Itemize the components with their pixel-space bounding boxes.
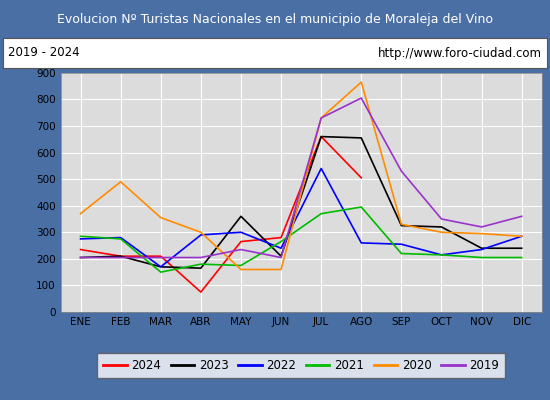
Text: 2019 - 2024: 2019 - 2024: [8, 46, 80, 60]
Text: http://www.foro-ciudad.com: http://www.foro-ciudad.com: [378, 46, 542, 60]
Legend: 2024, 2023, 2022, 2021, 2020, 2019: 2024, 2023, 2022, 2021, 2020, 2019: [97, 353, 505, 378]
Text: Evolucion Nº Turistas Nacionales en el municipio de Moraleja del Vino: Evolucion Nº Turistas Nacionales en el m…: [57, 12, 493, 26]
